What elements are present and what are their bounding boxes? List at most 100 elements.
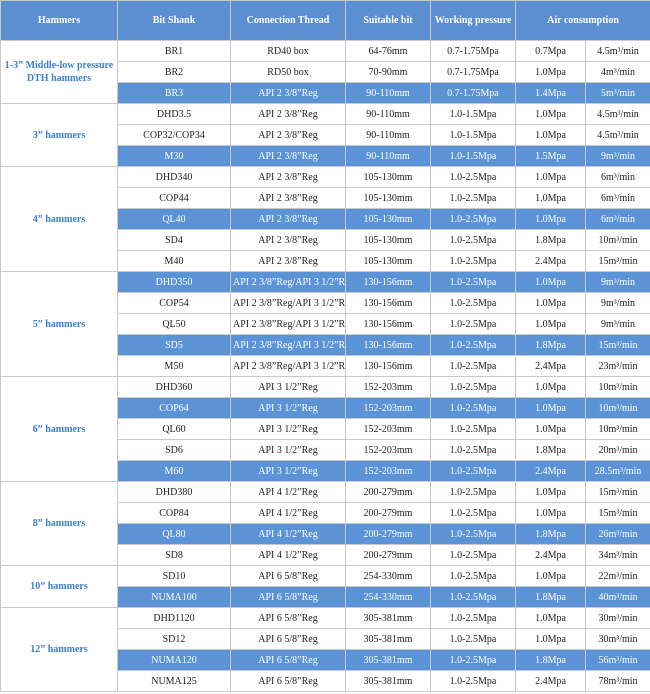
table-cell: 1.0Mpa bbox=[515, 292, 586, 314]
table-cell: SD5 bbox=[117, 334, 231, 356]
table-cell: API 6 5/8”Reg bbox=[230, 607, 346, 629]
table-cell: COP44 bbox=[117, 187, 231, 209]
table-cell: API 2 3/8”Reg bbox=[230, 145, 346, 167]
table-cell: 152-203mm bbox=[345, 397, 431, 419]
table-cell: 6m³/min bbox=[585, 166, 650, 188]
table-cell: 2.4Mpa bbox=[515, 460, 586, 482]
table-cell: API 6 5/8”Reg bbox=[230, 670, 346, 692]
table-row: 3” hammers DHD3.5 API 2 3/8”Reg 90-110mm 1.0… bbox=[0, 103, 650, 167]
table-row: QL50 API 2 3/8”Reg/API 3 1/2”Reg 130-156mm… bbox=[1, 313, 650, 335]
table-cell: 305-381mm bbox=[345, 607, 431, 629]
table-cell: API 2 3/8”Reg/API 3 1/2”Reg bbox=[230, 334, 346, 356]
column-header: Connection Thread bbox=[230, 0, 346, 41]
table-cell: 1.0-2.5Mpa bbox=[430, 565, 516, 587]
table-cell: 1.8Mpa bbox=[515, 334, 586, 356]
table-cell: 10m³/min bbox=[585, 418, 650, 440]
table-cell: COP84 bbox=[117, 502, 231, 524]
table-cell: 130-156mm bbox=[345, 334, 431, 356]
table-cell: 1.0-2.5Mpa bbox=[430, 460, 516, 482]
table-cell: API 3 1/2”Reg bbox=[230, 460, 346, 482]
table-cell: RD40 box bbox=[230, 40, 346, 62]
table-cell: 34m³/min bbox=[585, 544, 650, 566]
table-cell: 9m³/min bbox=[585, 292, 650, 314]
table-cell: API 6 5/8”Reg bbox=[230, 628, 346, 650]
table-cell: 15m³/min bbox=[585, 334, 650, 356]
table-row: NUMA120 API 6 5/8”Reg 305-381mm 1.0-2.5Mpa 1… bbox=[1, 649, 650, 671]
table-cell: 1.0-2.5Mpa bbox=[430, 670, 516, 692]
table-cell: 4m³/min bbox=[585, 61, 650, 83]
table-cell: API 2 3/8”Reg/API 3 1/2”Reg bbox=[230, 355, 346, 377]
table-cell: QL40 bbox=[117, 208, 231, 230]
table-cell: 305-381mm bbox=[345, 628, 431, 650]
table-cell: 70-90mm bbox=[345, 61, 431, 83]
table-cell: 152-203mm bbox=[345, 439, 431, 461]
hammer-group: 6” hammers bbox=[0, 376, 118, 482]
table-cell: 305-381mm bbox=[345, 670, 431, 692]
table-cell: 1.0-1.5Mpa bbox=[430, 103, 516, 125]
table-cell: 1.0-2.5Mpa bbox=[430, 523, 516, 545]
table-row: NUMA125 API 6 5/8”Reg 305-381mm 1.0-2.5Mpa 2… bbox=[1, 670, 650, 692]
table-cell: 105-130mm bbox=[345, 208, 431, 230]
table-row: NUMA100 API 6 5/8”Reg 254-330mm 1.0-2.5Mpa 1… bbox=[1, 586, 650, 608]
table-cell: API 2 3/8”Reg/API 3 1/2”Reg bbox=[230, 292, 346, 314]
table-cell: 105-130mm bbox=[345, 166, 431, 188]
table-cell: DHD360 bbox=[117, 376, 231, 398]
table-cell: 152-203mm bbox=[345, 460, 431, 482]
table-cell: 1.0-2.5Mpa bbox=[430, 544, 516, 566]
table-cell: API 4 1/2”Reg bbox=[230, 523, 346, 545]
table-row: M50 API 2 3/8”Reg/API 3 1/2”Reg 130-156mm 1… bbox=[1, 355, 650, 377]
table-cell: QL60 bbox=[117, 418, 231, 440]
table-cell: 1.0Mpa bbox=[515, 397, 586, 419]
table-cell: API 6 5/8”Reg bbox=[230, 565, 346, 587]
table-cell: 0.7Mpa bbox=[515, 40, 586, 62]
table-cell: 130-156mm bbox=[345, 292, 431, 314]
table-cell: SD4 bbox=[117, 229, 231, 251]
table-row: 6” hammers DHD360 API 3 1/2”Reg 152-203mm 1.… bbox=[0, 376, 650, 482]
table-cell: 1.5Mpa bbox=[515, 145, 586, 167]
table-cell: COP54 bbox=[117, 292, 231, 314]
table-cell: 30m³/min bbox=[585, 607, 650, 629]
table-cell: SD6 bbox=[117, 439, 231, 461]
table-row: COP84 API 4 1/2”Reg 200-279mm 1.0-2.5Mpa 1.0… bbox=[1, 502, 650, 524]
table-cell: 10m³/min bbox=[585, 229, 650, 251]
table-cell: API 2 3/8”Reg bbox=[230, 187, 346, 209]
table-cell: 1.8Mpa bbox=[515, 586, 586, 608]
table-row: SD4 API 2 3/8”Reg 105-130mm 1.0-2.5Mpa 1.8Mp… bbox=[1, 229, 650, 251]
table-cell: DHD340 bbox=[117, 166, 231, 188]
table-cell: 105-130mm bbox=[345, 229, 431, 251]
table-cell: 1.0-2.5Mpa bbox=[430, 439, 516, 461]
table-cell: 1.0-2.5Mpa bbox=[430, 355, 516, 377]
table-cell: 23m³/min bbox=[585, 355, 650, 377]
table-cell: 64-76mm bbox=[345, 40, 431, 62]
table-cell: 1.0Mpa bbox=[515, 565, 586, 587]
table-cell: NUMA100 bbox=[117, 586, 231, 608]
table-cell: COP64 bbox=[117, 397, 231, 419]
table-cell: 1.0Mpa bbox=[515, 607, 586, 629]
table-cell: 1.0Mpa bbox=[515, 166, 586, 188]
table-cell: RD50 box bbox=[230, 61, 346, 83]
table-cell: API 2 3/8”Reg bbox=[230, 124, 346, 146]
table-cell: 9m³/min bbox=[585, 313, 650, 335]
table-cell: QL80 bbox=[117, 523, 231, 545]
table-cell: 78m³/min bbox=[585, 670, 650, 692]
table-cell: DHD350 bbox=[117, 271, 231, 293]
table-cell: 1.0Mpa bbox=[515, 103, 586, 125]
table-cell: DHD3.5 bbox=[117, 103, 231, 125]
table-cell: API 3 1/2”Reg bbox=[230, 418, 346, 440]
table-row: COP44 API 2 3/8”Reg 105-130mm 1.0-2.5Mpa 1.0… bbox=[1, 187, 650, 209]
table-cell: 90-110mm bbox=[345, 145, 431, 167]
table-cell: NUMA125 bbox=[117, 670, 231, 692]
table-cell: 30m³/min bbox=[585, 628, 650, 650]
table-cell: 9m³/min bbox=[585, 271, 650, 293]
table-cell: 200-279mm bbox=[345, 481, 431, 503]
table-cell: API 4 1/2”Reg bbox=[230, 544, 346, 566]
table-cell: 9m³/min bbox=[585, 145, 650, 167]
table-cell: 22m³/min bbox=[585, 565, 650, 587]
table-cell: 0.7-1.75Mpa bbox=[430, 40, 516, 62]
table-cell: 6m³/min bbox=[585, 187, 650, 209]
table-cell: 254-330mm bbox=[345, 565, 431, 587]
table-cell: 130-156mm bbox=[345, 271, 431, 293]
table-cell: 1.0-2.5Mpa bbox=[430, 628, 516, 650]
